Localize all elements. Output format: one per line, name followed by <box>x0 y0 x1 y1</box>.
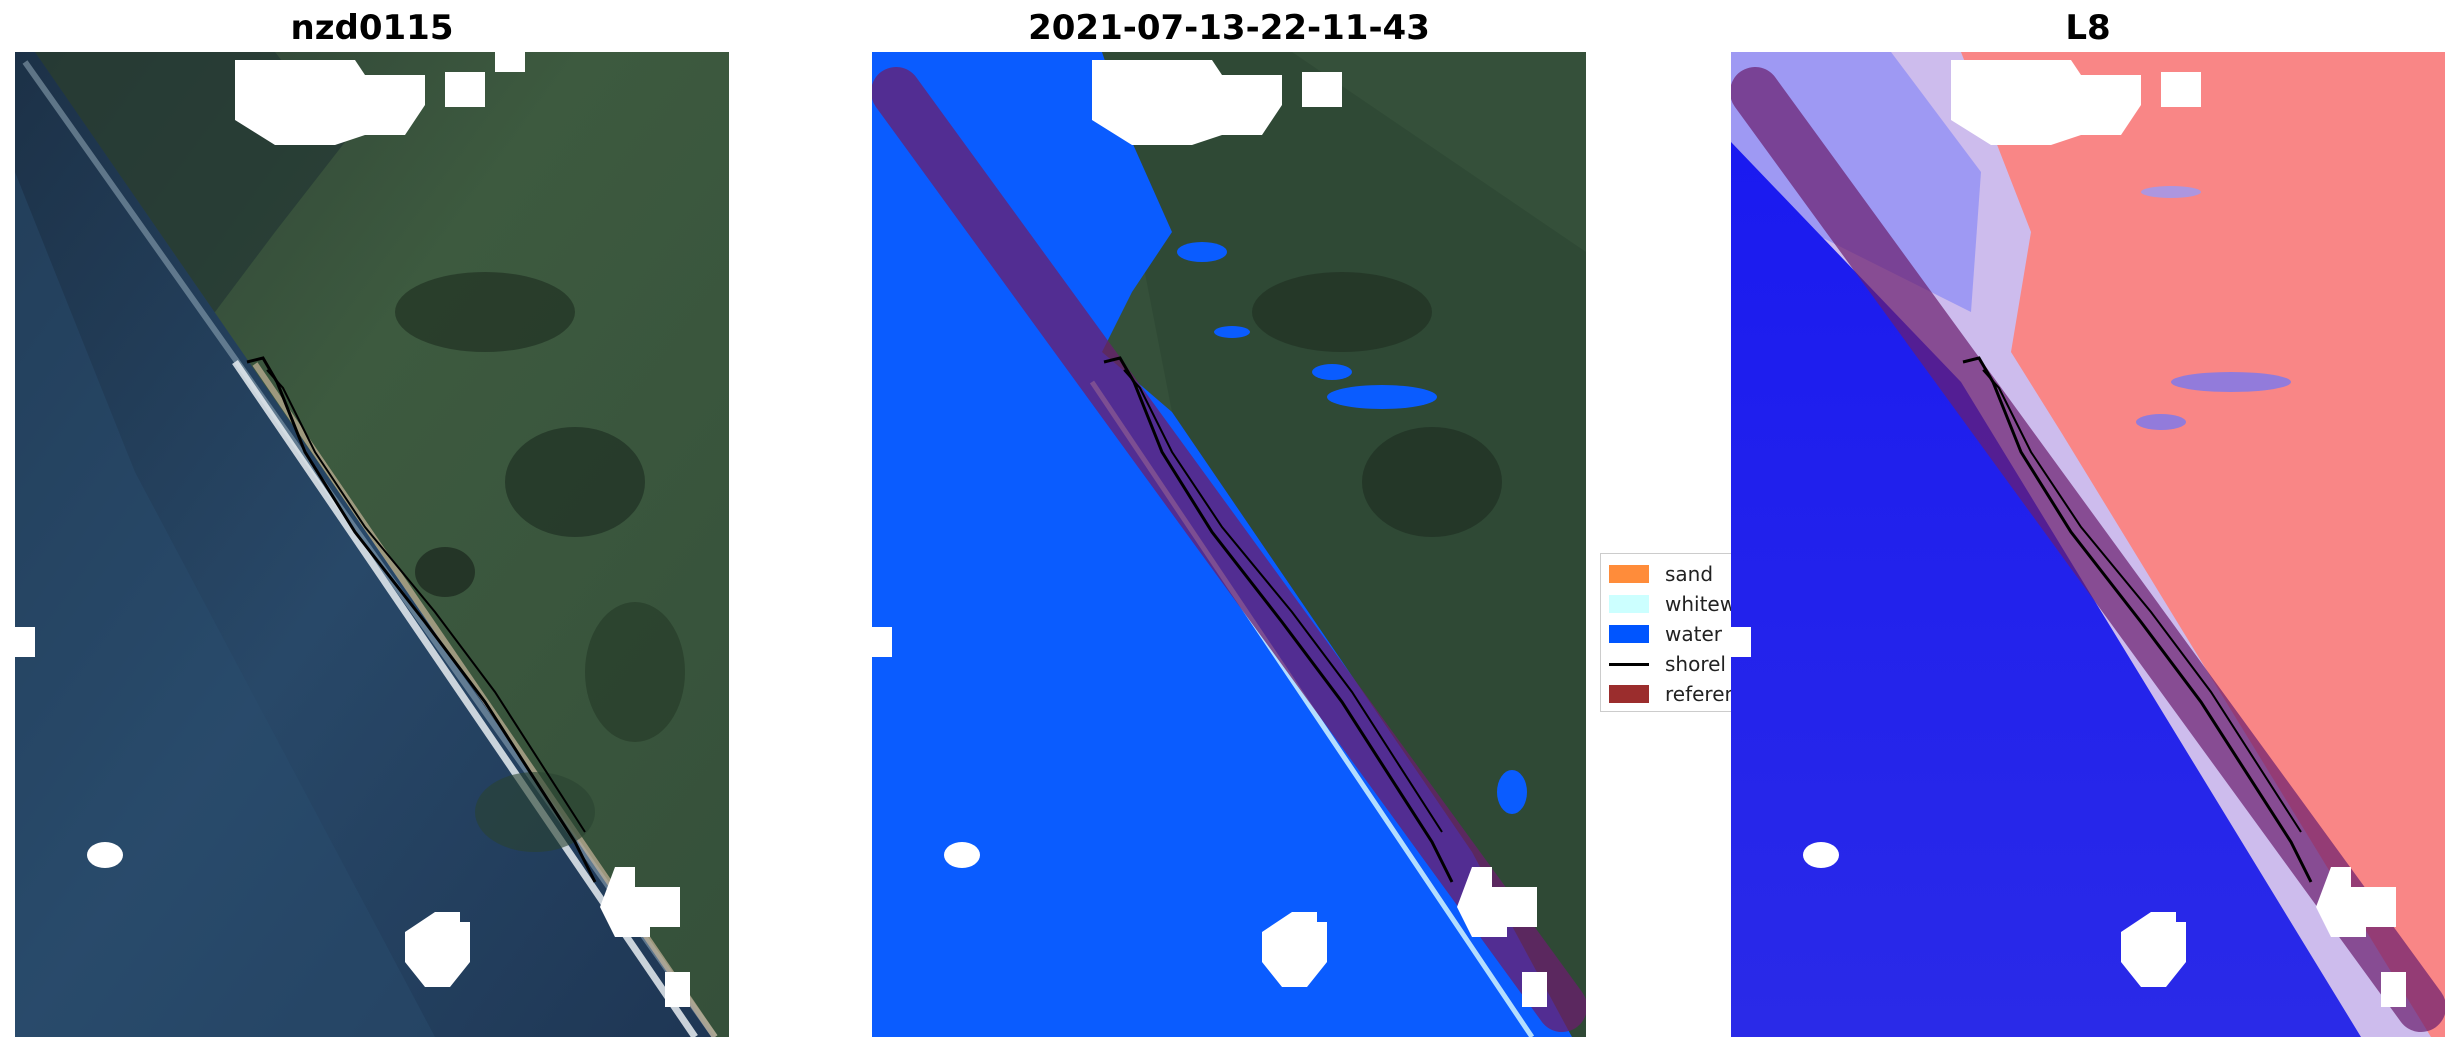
legend: sand whitew water shorel referen <box>1600 553 1731 712</box>
panel-title-rgb: nzd0115 <box>290 8 454 48</box>
panel-title-index: L8 <box>2065 8 2111 48</box>
legend-label-sand: sand <box>1665 562 1714 586</box>
legend-label-shoreline: shorel <box>1665 652 1726 676</box>
legend-swatch-reference <box>1609 685 1649 703</box>
legend-item-reference: referen <box>1601 680 1731 708</box>
legend-item-sand: sand <box>1601 560 1713 588</box>
legend-line-shoreline <box>1609 662 1649 666</box>
legend-label-whitewater: whitew <box>1665 592 1731 616</box>
panel-title-classified: 2021-07-13-22-11-43 <box>1028 8 1430 48</box>
rgb-image-panel <box>15 52 729 1037</box>
legend-item-shoreline: shorel <box>1601 650 1726 678</box>
classified-image-panel <box>872 52 1586 1037</box>
legend-swatch-water <box>1609 625 1649 643</box>
classified-image <box>872 52 1586 1037</box>
legend-label-reference: referen <box>1665 682 1731 706</box>
legend-swatch-whitewater <box>1609 595 1649 613</box>
legend-label-water: water <box>1665 622 1722 646</box>
index-image <box>1731 52 2445 1037</box>
legend-swatch-sand <box>1609 565 1649 583</box>
legend-item-whitewater: whitew <box>1601 590 1731 618</box>
legend-item-water: water <box>1601 620 1722 648</box>
index-image-panel <box>1731 52 2445 1037</box>
rgb-satellite-image <box>15 52 729 1037</box>
